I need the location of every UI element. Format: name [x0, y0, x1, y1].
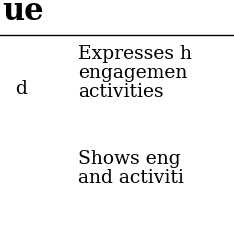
Text: activities: activities: [78, 83, 164, 101]
Text: d: d: [15, 80, 27, 98]
Text: Expresses h: Expresses h: [78, 45, 192, 63]
Text: engagemen: engagemen: [78, 64, 187, 82]
Text: ue: ue: [2, 0, 44, 27]
Text: and activiti: and activiti: [78, 169, 184, 187]
Text: Shows eng: Shows eng: [78, 150, 181, 168]
